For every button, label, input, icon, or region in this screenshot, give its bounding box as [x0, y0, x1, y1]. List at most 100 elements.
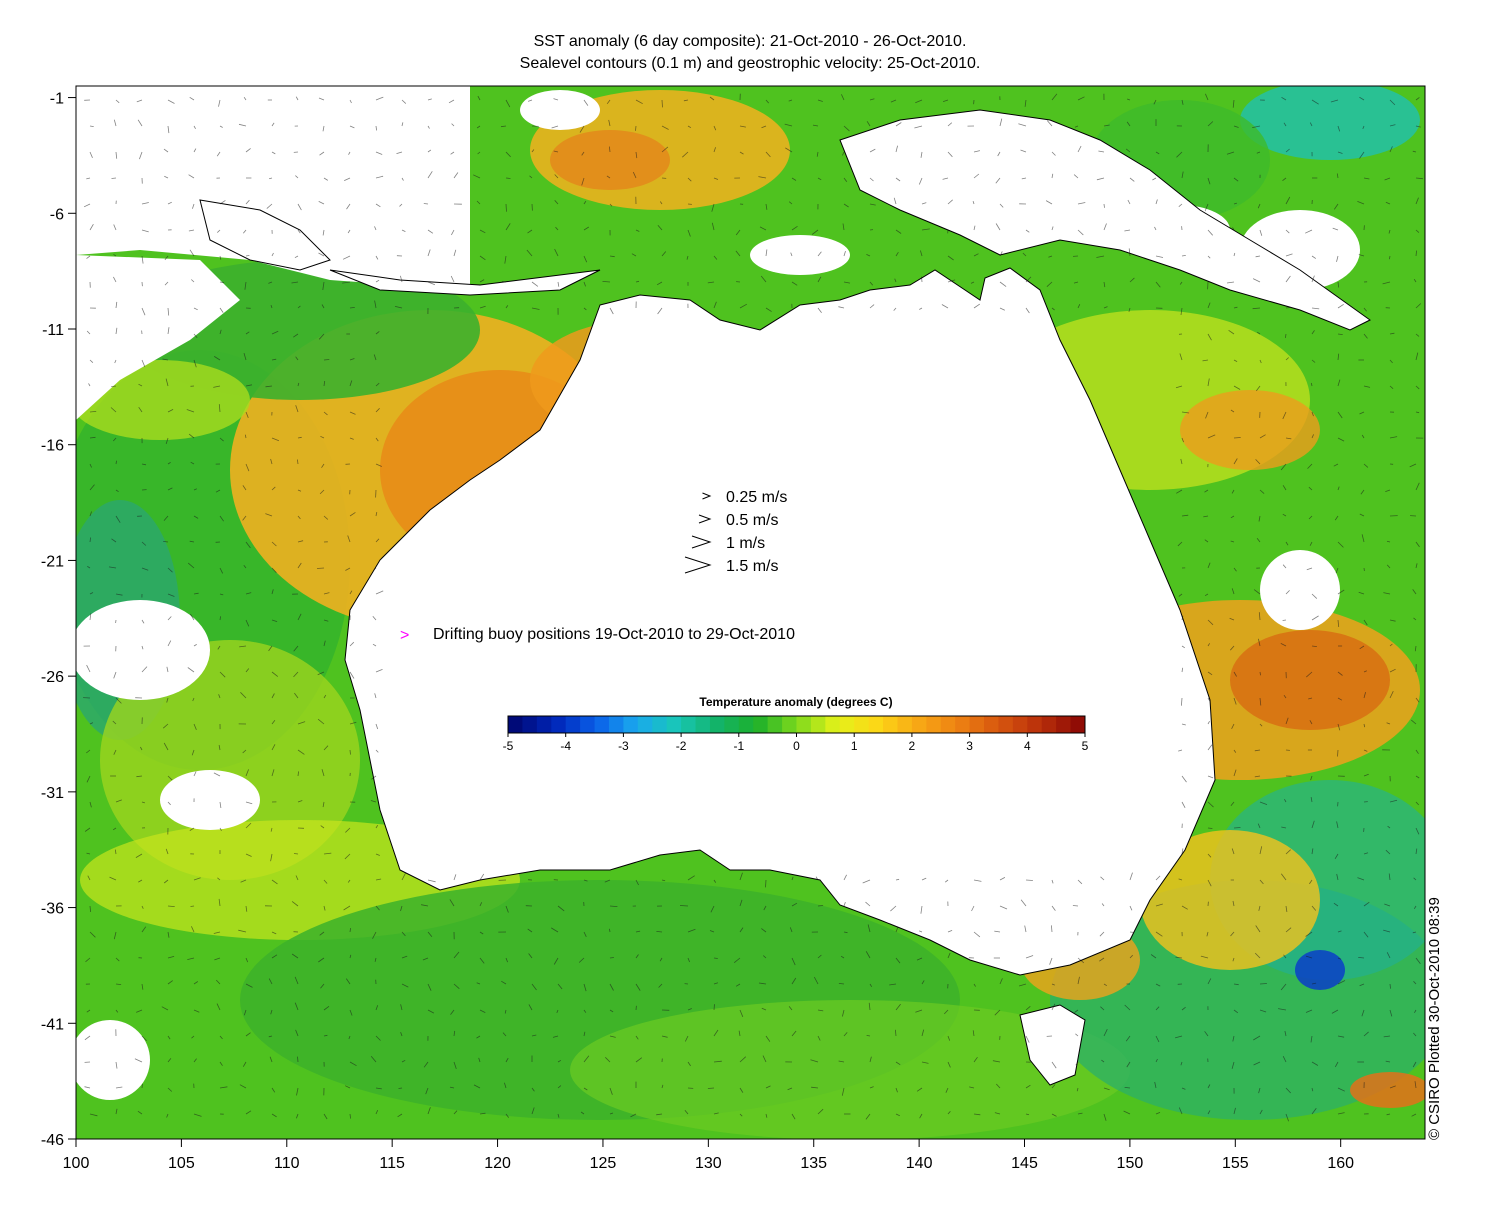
colorbar-tick-label: 4 — [1024, 739, 1031, 753]
x-tick-label: 155 — [1222, 1155, 1249, 1172]
cloud-gaps — [76, 86, 1360, 1100]
y-axis: -1 -6 -11 -16 -21 -26 -31 -36 -41 -46 — [41, 91, 76, 1149]
velocity-legend: 0.25 m/s 0.5 m/s 1 m/s 1.5 m/s — [684, 489, 787, 575]
colorbar-swatch — [810, 716, 826, 733]
colorbar-swatch — [897, 716, 913, 733]
colorbar-swatch — [926, 716, 942, 733]
x-tick-label: 135 — [800, 1155, 827, 1172]
colorbar-swatch — [637, 716, 653, 733]
colorbar-swatch — [724, 716, 740, 733]
chart-title-line1: SST anomaly (6 day composite): 21-Oct-20… — [533, 33, 967, 50]
colorbar-tick-label: -2 — [676, 739, 687, 753]
indonesia-islands — [199, 199, 601, 296]
x-tick-label: 145 — [1011, 1155, 1038, 1172]
colorbar-swatches — [508, 716, 1086, 733]
y-tick-label: -21 — [41, 553, 64, 570]
colorbar-swatch — [969, 716, 985, 733]
colorbar-tick-label: 0 — [793, 739, 800, 753]
colorbar-swatch — [854, 716, 870, 733]
colorbar-title: Temperature anomaly (degrees C) — [699, 695, 892, 709]
colorbar-swatch — [1041, 716, 1057, 733]
colorbar-swatch — [522, 716, 538, 733]
sst-field — [76, 86, 1425, 1139]
velocity-arrow — [691, 535, 712, 549]
x-tick-label: 120 — [484, 1155, 511, 1172]
y-tick-label: -16 — [41, 438, 64, 455]
y-tick-label: -1 — [50, 91, 64, 108]
y-tick-label: -6 — [50, 206, 64, 223]
colorbar-swatch — [565, 716, 581, 733]
x-axis: 100 105 110 115 120 125 130 135 140 145 150 155 160 — [63, 1139, 1354, 1172]
colorbar-swatch — [652, 716, 668, 733]
colorbar-swatch — [551, 716, 567, 733]
colorbar-swatch — [1056, 716, 1072, 733]
australia-mainland — [344, 267, 1216, 976]
y-tick-label: -31 — [41, 785, 64, 802]
colorbar-swatch — [594, 716, 610, 733]
new-guinea — [839, 109, 1371, 331]
x-tick-label: 140 — [906, 1155, 933, 1172]
y-tick-label: -41 — [41, 1016, 64, 1033]
colorbar-tick-label: 3 — [966, 739, 973, 753]
colorbar-swatch — [955, 716, 971, 733]
buoy-legend-label: Drifting buoy positions 19-Oct-2010 to 2… — [433, 626, 795, 643]
land-masses — [199, 109, 1371, 1086]
chart-title-line2: Sealevel contours (0.1 m) and geostrophi… — [519, 55, 981, 72]
colorbar-swatch — [984, 716, 999, 733]
velocity-label: 1.5 m/s — [726, 558, 778, 575]
velocity-arrow — [698, 514, 712, 524]
colorbar-tick-label: -3 — [618, 739, 629, 753]
y-tick-label: -36 — [41, 901, 64, 918]
buoy-legend: > Drifting buoy positions 19-Oct-2010 to… — [400, 626, 795, 644]
colorbar-swatch — [508, 716, 523, 733]
colorbar-swatch — [767, 716, 783, 733]
credit-label: © CSIRO Plotted 30-Oct-2010 08:39 — [1426, 897, 1443, 1140]
colorbar-swatch — [782, 716, 797, 733]
plot-frame — [75, 85, 1426, 1140]
colorbar: Temperature anomaly (degrees C) -5 -4 -3 -2… — [503, 695, 1089, 753]
y-tick-label: -11 — [42, 322, 64, 339]
colorbar-swatch — [666, 716, 682, 733]
colorbar-swatch — [1012, 716, 1028, 733]
velocity-field — [83, 93, 1424, 1122]
x-tick-label: 160 — [1327, 1155, 1354, 1172]
x-tick-label: 110 — [274, 1155, 300, 1172]
velocity-label: 1 m/s — [726, 535, 765, 552]
colorbar-swatch — [998, 716, 1014, 733]
velocity-label: 0.25 m/s — [726, 489, 787, 506]
tasmania — [1019, 1004, 1086, 1086]
colorbar-tick-label: 2 — [909, 739, 916, 753]
colorbar-swatch — [695, 716, 711, 733]
colorbar-swatch — [580, 716, 596, 733]
colorbar-swatch — [623, 716, 639, 733]
x-tick-label: 130 — [695, 1155, 722, 1172]
x-tick-label: 125 — [590, 1155, 617, 1172]
colorbar-swatch — [681, 716, 697, 733]
x-tick-label: 105 — [168, 1155, 195, 1172]
colorbar-swatch — [608, 716, 624, 733]
colorbar-tick-label: 1 — [851, 739, 858, 753]
buoy-symbol: > — [400, 627, 409, 644]
x-tick-label: 150 — [1117, 1155, 1144, 1172]
colorbar-swatch — [738, 716, 754, 733]
colorbar-swatch — [911, 716, 927, 733]
colorbar-swatch — [1027, 716, 1043, 733]
colorbar-tick-label: 5 — [1082, 739, 1089, 753]
colorbar-swatch — [1070, 716, 1086, 733]
colorbar-swatch — [868, 716, 884, 733]
colorbar-swatch — [753, 716, 769, 733]
colorbar-swatch — [709, 716, 725, 733]
velocity-arrow — [702, 492, 712, 500]
colorbar-tick-label: -1 — [733, 739, 744, 753]
colorbar-swatch — [536, 716, 552, 733]
colorbar-swatch — [839, 716, 855, 733]
x-tick-label: 115 — [379, 1155, 405, 1172]
colorbar-swatch — [940, 716, 956, 733]
colorbar-swatch — [883, 716, 898, 733]
colorbar-swatch — [825, 716, 841, 733]
x-tick-label: 100 — [63, 1155, 90, 1172]
y-tick-label: -46 — [41, 1132, 64, 1149]
y-tick-label: -26 — [41, 669, 64, 686]
colorbar-tick-label: -4 — [560, 739, 571, 753]
